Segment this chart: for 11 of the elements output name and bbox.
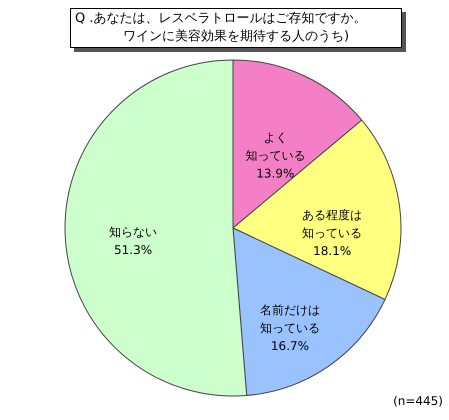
chart-title: Q .あなたは、レスベラトロールはご存知ですか。	[74, 10, 368, 28]
chart-subtitle: ワインに美容効果を期待する人のうち)	[122, 28, 350, 46]
data-label: 51.3%	[114, 243, 152, 258]
slice-label: 名前だけは知っている	[260, 303, 320, 336]
data-label: 16.7%	[270, 339, 310, 354]
data-label: 18.1%	[313, 244, 352, 258]
slice-label: ある程度は知っている	[302, 208, 362, 240]
text: (n=445)	[393, 394, 443, 408]
slice-label: よく知っている	[245, 130, 306, 162]
data-label: 13.9%	[256, 166, 294, 180]
slice-label: 知らない	[109, 225, 158, 240]
